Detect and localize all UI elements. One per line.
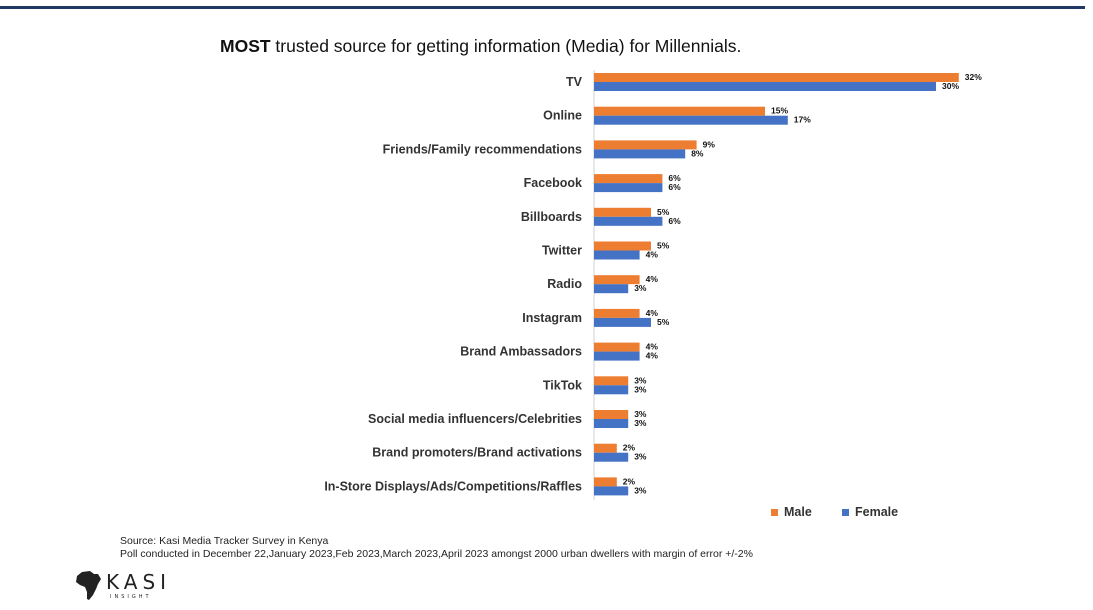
legend-male-swatch	[771, 508, 778, 516]
legend-female-swatch	[842, 508, 849, 516]
data-label-male: 4%	[646, 274, 659, 284]
logo-subtext: INSIGHT	[110, 594, 152, 600]
data-label-female: 3%	[634, 452, 647, 462]
data-label-female: 30%	[942, 81, 959, 91]
bar-female	[594, 317, 651, 327]
bar-female	[594, 385, 629, 395]
data-label-female: 5%	[657, 317, 670, 327]
bar-female	[594, 419, 629, 428]
category-label: Online	[543, 109, 582, 123]
data-label-male: 4%	[646, 308, 659, 318]
category-label: Radio	[547, 277, 582, 291]
category-label: TV	[566, 75, 583, 89]
data-label-male: 2%	[623, 476, 636, 486]
data-label-male: 3%	[634, 409, 647, 419]
bar-male	[594, 376, 629, 386]
legend-female: Female	[842, 505, 898, 519]
bar-female	[594, 486, 629, 496]
bar-male	[594, 342, 640, 352]
legend-male-label: Male	[784, 505, 812, 519]
chart-title-rest: trusted source for getting information (…	[270, 36, 742, 56]
bar-male	[594, 106, 765, 116]
data-label-female: 3%	[634, 485, 647, 495]
bar-male	[594, 275, 640, 285]
bar-female	[594, 183, 663, 193]
data-label-male: 4%	[646, 342, 659, 352]
data-label-male: 32%	[965, 72, 982, 82]
bar-female	[594, 452, 629, 462]
data-label-female: 4%	[646, 250, 659, 260]
bar-female	[594, 351, 640, 361]
legend-male: Male	[771, 505, 812, 519]
category-label: Instagram	[522, 311, 582, 325]
bar-male	[594, 207, 651, 217]
data-label-male: 9%	[703, 139, 716, 149]
data-label-male: 5%	[657, 241, 670, 251]
bar-male	[594, 140, 697, 150]
africa-map-icon	[76, 571, 101, 600]
category-label: Twitter	[542, 244, 582, 258]
category-label: Friends/Family recommendations	[383, 142, 582, 156]
data-label-female: 17%	[794, 115, 811, 125]
data-label-female: 4%	[646, 351, 659, 361]
bar-female	[594, 149, 686, 159]
category-label: In-Store Displays/Ads/Competitions/Raffl…	[324, 479, 582, 493]
chart-title-bold: MOST	[220, 36, 271, 56]
bar-male	[594, 241, 651, 251]
top-rule	[0, 6, 1085, 9]
category-label: Facebook	[524, 176, 582, 190]
chart-title: MOST trusted source for getting informat…	[220, 36, 741, 57]
bar-female	[594, 82, 936, 91]
data-label-female: 6%	[668, 182, 681, 192]
bar-female	[594, 250, 640, 260]
bar-male	[594, 174, 663, 184]
category-label: Billboards	[521, 210, 582, 224]
bar-female	[594, 284, 629, 294]
data-label-female: 3%	[634, 283, 647, 293]
bar-female	[594, 216, 663, 226]
source-note: Source: Kasi Media Tracker Survey in Ken…	[120, 535, 753, 561]
data-label-male: 6%	[668, 173, 681, 183]
bar-male	[594, 477, 617, 487]
data-label-male: 3%	[634, 375, 647, 385]
data-label-male: 5%	[657, 207, 670, 217]
data-label-female: 6%	[668, 216, 681, 226]
data-label-male: 15%	[771, 106, 788, 116]
logo-text: KASI	[106, 570, 172, 594]
category-label: Brand Ambassadors	[460, 345, 582, 359]
data-label-female: 3%	[634, 418, 647, 428]
data-label-male: 2%	[623, 443, 636, 453]
bar-male	[594, 410, 629, 419]
category-label: Brand promoters/Brand activations	[372, 446, 582, 460]
bar-male	[594, 73, 959, 82]
bar-female	[594, 115, 788, 125]
source-line-2: Poll conducted in December 22,January 20…	[120, 548, 753, 560]
source-line-1: Source: Kasi Media Tracker Survey in Ken…	[120, 535, 329, 547]
legend-female-label: Female	[855, 505, 899, 519]
category-label: TikTok	[543, 378, 582, 392]
bar-male	[594, 308, 640, 318]
data-label-female: 3%	[634, 384, 647, 394]
data-label-female: 8%	[691, 148, 704, 158]
kasi-logo: KASI INSIGHT	[74, 570, 194, 604]
bar-male	[594, 443, 617, 453]
category-label: Social media influencers/Celebrities	[368, 412, 582, 426]
